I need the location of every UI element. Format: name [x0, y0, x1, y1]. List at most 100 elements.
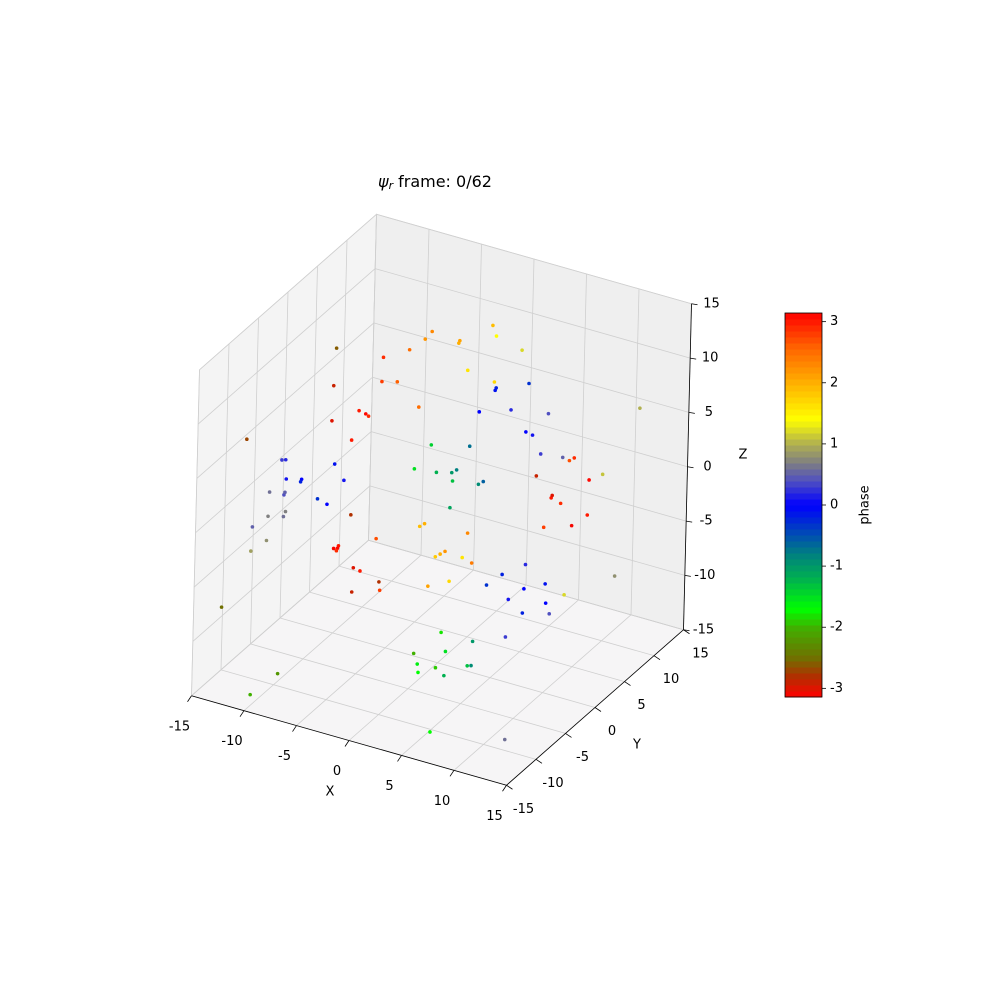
point	[330, 418, 334, 423]
grid-line	[338, 565, 655, 657]
point	[283, 457, 288, 462]
point	[477, 410, 482, 414]
grid-line	[220, 669, 537, 760]
colorbar-band	[785, 613, 822, 620]
point	[423, 337, 428, 341]
point	[541, 525, 546, 530]
colorbar-band	[785, 343, 822, 350]
x-tick	[397, 755, 402, 762]
chart-title: ψr frame: 0/62	[378, 172, 492, 193]
point	[283, 509, 288, 514]
colorbar-band	[785, 667, 822, 674]
colorbar-band	[785, 475, 822, 482]
colorbar-band	[785, 361, 822, 368]
point	[506, 597, 511, 602]
colorbar-tick-label: -1	[830, 559, 843, 574]
point	[349, 590, 354, 594]
colorbar-band	[785, 367, 822, 374]
colorbar-band	[785, 661, 822, 668]
point	[422, 521, 427, 526]
point	[417, 524, 422, 529]
colorbar-band	[785, 439, 822, 446]
point	[298, 479, 303, 484]
colorbar-band	[785, 433, 822, 440]
colorbar-band	[785, 691, 822, 698]
grid-line	[191, 539, 369, 697]
colorbar-band	[785, 655, 822, 662]
colorbar-band	[785, 505, 822, 512]
colorbar-band	[785, 481, 822, 488]
point	[494, 334, 499, 338]
point	[558, 501, 563, 506]
point	[334, 346, 339, 350]
colorbar-band	[785, 541, 822, 548]
title-symbol: ψ	[378, 172, 389, 191]
grid-line	[375, 268, 691, 359]
colorbar-band	[785, 445, 822, 452]
point	[331, 383, 336, 388]
colorbar-band	[785, 469, 822, 476]
colorbar-band	[785, 631, 822, 638]
colorbar-band	[785, 493, 822, 500]
point	[491, 323, 495, 328]
y-tick	[565, 733, 572, 738]
colorbar-band	[785, 325, 822, 332]
grid-line	[369, 485, 685, 576]
colorbar-band	[785, 319, 822, 326]
point	[433, 554, 438, 559]
panes	[190, 213, 692, 786]
colorbar-band	[785, 517, 822, 524]
point	[381, 355, 386, 360]
y-axis	[506, 629, 684, 786]
point	[426, 584, 430, 588]
point	[416, 670, 420, 675]
grid-line	[197, 268, 376, 425]
grid-line	[372, 376, 688, 468]
grid-line	[193, 431, 372, 588]
point	[465, 531, 470, 535]
point	[433, 665, 438, 670]
colorbar-band	[785, 529, 822, 536]
x-tick-label: -15	[169, 719, 190, 734]
point	[524, 430, 528, 434]
point	[245, 437, 249, 442]
colorbar-band	[785, 595, 822, 602]
point	[550, 493, 554, 498]
colorbar-band	[785, 571, 822, 578]
point	[439, 630, 443, 635]
point	[572, 456, 577, 460]
colorbar-band	[785, 649, 822, 656]
colorbar-band	[785, 601, 822, 608]
point	[429, 443, 434, 447]
point	[530, 433, 535, 437]
point	[363, 412, 368, 416]
y-tick-label: -5	[576, 750, 589, 765]
point	[357, 408, 361, 413]
point	[449, 470, 454, 475]
y-axis-label: Y	[632, 738, 641, 753]
x-tick-label: -10	[221, 734, 242, 749]
x-tick	[292, 725, 297, 732]
colorbar-band	[785, 523, 822, 530]
colorbar-tick-label: -3	[830, 681, 843, 696]
point	[349, 438, 354, 442]
point	[428, 730, 432, 734]
z-tick	[690, 357, 697, 360]
colorbar-band	[785, 463, 822, 470]
colorbar-band	[785, 313, 822, 320]
point	[500, 572, 504, 577]
z-tick-label: 5	[705, 405, 713, 420]
point	[523, 562, 528, 567]
colorbar-band	[785, 385, 822, 392]
y-tick	[624, 681, 631, 686]
point	[250, 525, 255, 529]
colorbar-band	[785, 619, 822, 626]
point	[447, 579, 451, 584]
point	[281, 514, 286, 519]
y-tick-label: 5	[637, 698, 645, 713]
point	[502, 737, 507, 742]
grid-line	[195, 376, 373, 534]
colorbar-band	[785, 577, 822, 584]
colorbar-band	[785, 451, 822, 458]
point	[543, 601, 548, 605]
